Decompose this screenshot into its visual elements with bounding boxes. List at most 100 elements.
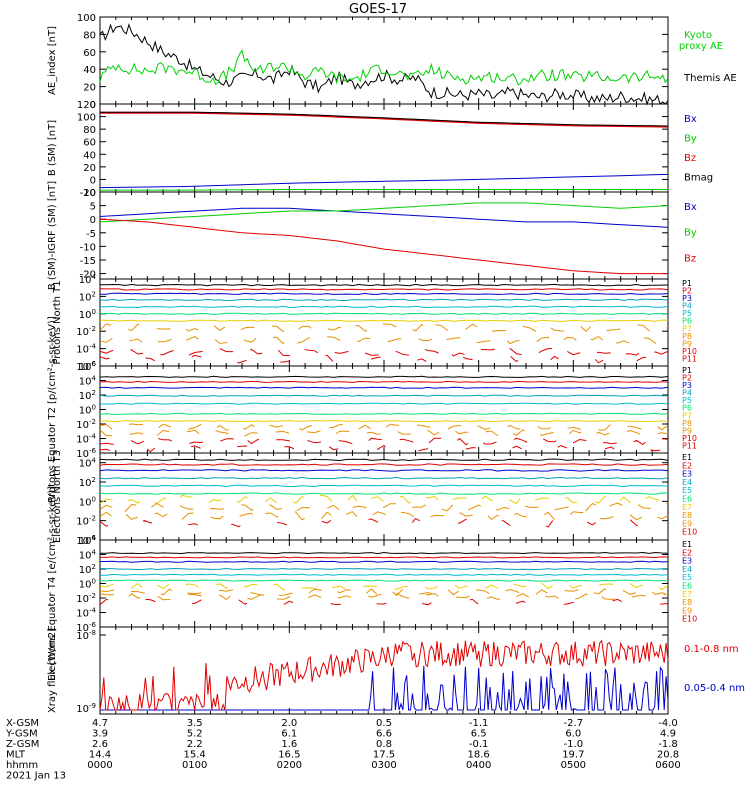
panel-frame [99, 278, 669, 367]
x-axis-ephemeris: X-GSM 4.7 3.5 2.0 0.5 -1.1 -2.7 -4.0 Y-GSM 3.9 5.2… [5, 718, 681, 782]
channel-p4 [99, 298, 669, 302]
y-tick-label: 102 [79, 389, 96, 402]
legend-bz: Bz [684, 253, 696, 264]
legend-e4: E4 [682, 478, 692, 487]
y-tick-label: 80 [83, 30, 96, 41]
panel-ylabel: Electrons Equator T4 [e/(cm²-s-sr-keV)] [47, 486, 58, 681]
channel-p8 [99, 423, 669, 431]
y-tick-label: -20 [80, 188, 96, 199]
ephemeris-value: 17.5 [373, 750, 395, 761]
panel-ylabel: Protons North T1 [52, 280, 63, 364]
y-tick-label: 10 [83, 188, 96, 199]
y-tick-label: 104 [79, 375, 97, 388]
legend-e7: E7 [682, 590, 692, 599]
ephemeris-value: 0500 [561, 760, 586, 771]
ephemeris-value: 18.6 [468, 750, 490, 761]
y-tick-label: 106 [79, 360, 97, 373]
panel-frame [99, 16, 669, 105]
series-bx [99, 207, 669, 228]
panel-5: Protons Equator T2 [p/(cm²-s-sr-keV)] 10-… [47, 316, 697, 503]
legend-p2: P2 [682, 374, 692, 383]
series-kyoto-proxy-ae [99, 49, 669, 86]
ephemeris-value: -0.1 [469, 739, 489, 750]
channel-e7 [99, 582, 669, 591]
ephemeris-value: 0400 [466, 760, 491, 771]
legend-e1: E1 [682, 540, 692, 549]
series-bx [99, 173, 669, 189]
legend-p9: P9 [682, 426, 692, 435]
y-tick-label: 60 [83, 48, 96, 59]
ephemeris-row-label: Y-GSM [5, 729, 38, 740]
channel-p7 [99, 319, 669, 322]
ephemeris-row-label: hhmm [6, 760, 38, 771]
ephemeris-value: 2.6 [92, 739, 108, 750]
channel-e6 [99, 492, 669, 495]
ephemeris-value: 4.7 [92, 718, 108, 729]
y-tick-label: 104 [79, 549, 97, 562]
y-tick-label: 10-6 [76, 447, 96, 460]
legend-e1: E1 [682, 453, 692, 462]
panel-ylabel: AE_index [nT] [47, 26, 58, 95]
channel-e7 [99, 494, 669, 505]
channel-e2 [99, 463, 669, 466]
channel-e3 [100, 560, 669, 563]
plot-date: 2021 Jan 13 [6, 771, 66, 782]
channel-p1 [99, 375, 669, 378]
legend-e3: E3 [682, 557, 692, 566]
legend-p5: P5 [682, 309, 692, 318]
channel-p3 [99, 292, 669, 295]
y-tick-label: 10-2 [76, 418, 96, 431]
legend-p10: P10 [682, 347, 697, 356]
channel-p3 [99, 386, 669, 389]
panel-ylabel: Xray flux [W/m2] [47, 628, 58, 713]
ephemeris-value: -4.0 [658, 718, 678, 729]
ephemeris-value: 0200 [277, 760, 302, 771]
legend-e5: E5 [682, 573, 692, 582]
ephemeris-value: 1.6 [281, 739, 297, 750]
y-tick-label: 10-4 [76, 343, 96, 356]
series-bmag [100, 111, 669, 127]
y-tick-label: 80 [83, 125, 96, 136]
ephemeris-value: 2.0 [281, 718, 297, 729]
ephemeris-value: 6.1 [281, 729, 297, 740]
channel-e8 [99, 502, 669, 513]
legend-xray-long: 0.1-0.8 nm [684, 644, 739, 655]
y-tick-label: -20 [80, 270, 96, 281]
y-tick-label: 40 [83, 150, 96, 161]
legend-p4: P4 [682, 389, 692, 398]
series-by [100, 188, 669, 191]
legend-e9: E9 [682, 519, 692, 528]
y-tick-label: 5 [90, 202, 96, 213]
y-tick-label: 10-4 [76, 607, 96, 620]
channel-p2 [99, 380, 669, 384]
channel-p9 [99, 428, 669, 437]
ephemeris-value: 6.6 [376, 729, 392, 740]
channel-p5 [99, 402, 669, 405]
y-tick-label: 0 [90, 175, 96, 186]
legend-themis-ae: Themis AE [683, 73, 737, 84]
channel-p9 [99, 335, 669, 345]
channel-p11 [99, 444, 669, 453]
channel-p7 [99, 420, 669, 423]
legend-p2: P2 [682, 287, 692, 296]
channel-p2 [99, 288, 669, 291]
ephemeris-value: 0100 [182, 760, 207, 771]
ephemeris-value: 3.5 [187, 718, 203, 729]
ephemeris-value: 2.2 [187, 739, 203, 750]
series-bz [100, 111, 669, 128]
y-tick-label: 0 [90, 100, 96, 111]
legend-by: By [684, 228, 697, 239]
legend-e4: E4 [682, 565, 692, 574]
legend-p7: P7 [682, 411, 692, 420]
y-tick-label: 100 [79, 578, 96, 591]
channel-p6 [99, 412, 669, 415]
ephemeris-row-label: MLT [6, 750, 26, 761]
channel-p5 [99, 305, 669, 309]
y-tick-label: 10-2 [76, 592, 96, 605]
y-tick-label: -15 [80, 256, 96, 267]
legend-e3: E3 [682, 470, 692, 479]
panel-7: Electrons Equator T4 [e/(cm²-s-sr-keV)] 1… [47, 486, 697, 681]
y-tick-label: 40 [83, 65, 96, 76]
panel-ylabel: Protons Equator T2 [p/(cm²-s-sr-keV)] [47, 316, 58, 503]
